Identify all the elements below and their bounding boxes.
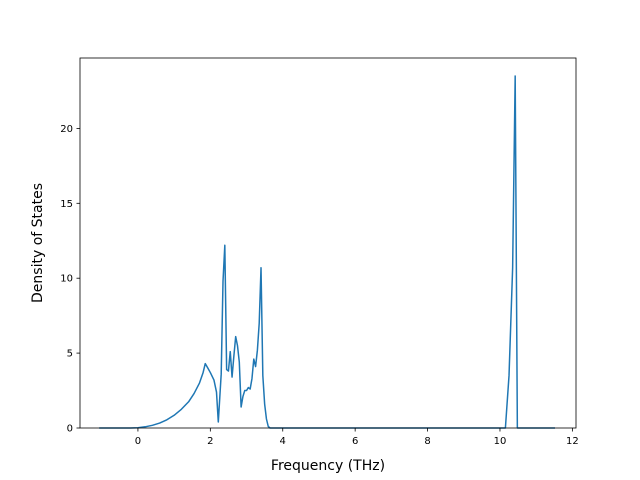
x-tick-label: 2 xyxy=(207,436,213,447)
x-axis-ticks: 0 2 4 6 8 10 12 xyxy=(135,428,579,447)
x-tick-label: 4 xyxy=(280,436,286,447)
x-tick-label: 12 xyxy=(566,436,579,447)
y-tick-label: 20 xyxy=(60,124,73,135)
x-tick-label: 0 xyxy=(135,436,141,447)
y-tick-label: 15 xyxy=(60,199,73,210)
x-tick-label: 10 xyxy=(494,436,507,447)
y-tick-label: 10 xyxy=(60,274,73,285)
y-axis-label: Density of States xyxy=(30,183,46,303)
y-tick-label: 0 xyxy=(67,424,73,435)
x-axis-label: Frequency (THz) xyxy=(271,458,385,474)
y-tick-label: 5 xyxy=(67,349,73,360)
y-axis-ticks: 0 5 10 15 20 xyxy=(60,124,80,435)
plot-frame xyxy=(79,57,577,429)
x-tick-label: 8 xyxy=(424,436,430,447)
x-tick-label: 6 xyxy=(352,436,358,447)
